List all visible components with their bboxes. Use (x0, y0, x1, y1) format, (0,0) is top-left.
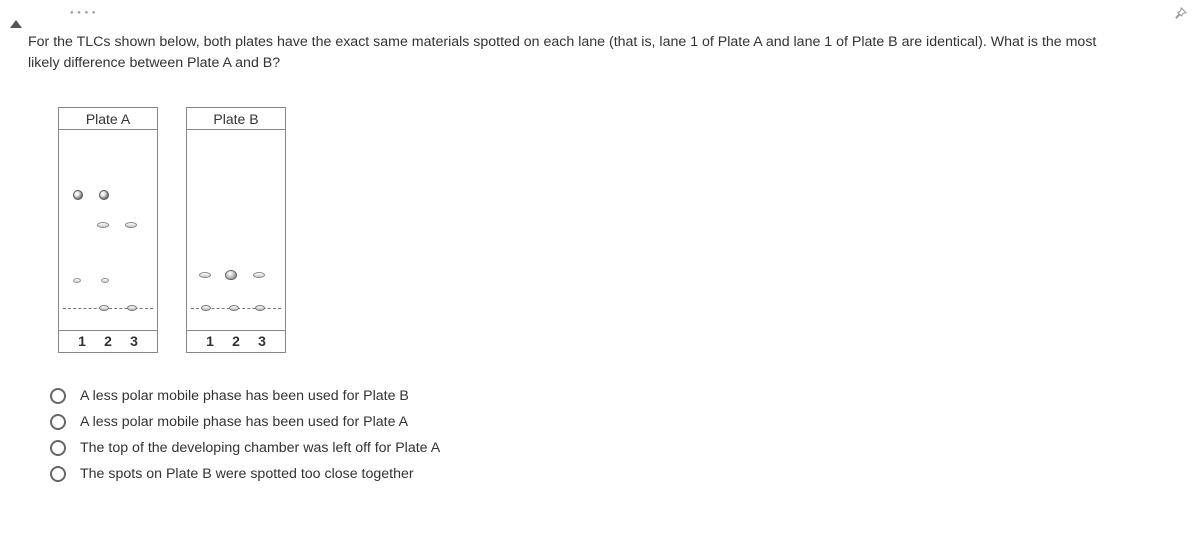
plate-a-title: Plate A (59, 108, 157, 130)
drag-handle-icon[interactable]: ● ● ● ● (70, 10, 97, 16)
option-4[interactable]: The spots on Plate B were spotted too cl… (50, 461, 1172, 487)
plate-a-lane-3: 3 (121, 333, 147, 350)
plate-a-body (59, 130, 157, 330)
question-text: For the TLCs shown below, both plates ha… (28, 32, 1172, 73)
baseline-spot (255, 305, 265, 311)
radio-icon[interactable] (50, 440, 66, 456)
radio-icon[interactable] (50, 388, 66, 404)
plate-b: Plate B 1 2 3 (186, 107, 286, 353)
plate-b-lane-3: 3 (249, 333, 275, 350)
baseline-spot (127, 305, 137, 311)
option-3-label: The top of the developing chamber was le… (80, 440, 440, 456)
tlc-spot (199, 272, 211, 278)
tlc-spot (125, 222, 137, 228)
tlc-spot (73, 278, 81, 283)
answer-options: A less polar mobile phase has been used … (50, 383, 1172, 487)
baseline-spot (229, 305, 239, 311)
option-2-label: A less polar mobile phase has been used … (80, 414, 408, 430)
option-1-label: A less polar mobile phase has been used … (80, 388, 409, 404)
tlc-spot (225, 270, 237, 280)
plate-a-lane-2: 2 (95, 333, 121, 350)
plate-a: Plate A 1 2 3 (58, 107, 158, 353)
plate-b-body (187, 130, 285, 330)
plate-b-title: Plate B (187, 108, 285, 130)
tlc-spot (101, 278, 109, 283)
plates-container: Plate A 1 2 3 Plate B 1 2 3 (58, 107, 1172, 353)
radio-icon[interactable] (50, 414, 66, 430)
baseline (191, 308, 281, 309)
question-top-bar: ● ● ● ● (0, 0, 1200, 26)
option-4-label: The spots on Plate B were spotted too cl… (80, 466, 414, 482)
baseline-spot (201, 305, 211, 311)
baseline (63, 308, 153, 309)
tlc-spot (73, 190, 83, 200)
tlc-spot (97, 222, 109, 228)
pin-icon[interactable] (1172, 6, 1188, 27)
plate-b-lane-labels: 1 2 3 (187, 330, 285, 352)
tlc-spot (99, 190, 109, 200)
option-2[interactable]: A less polar mobile phase has been used … (50, 409, 1172, 435)
baseline-spot (99, 305, 109, 311)
tlc-spot (253, 272, 265, 278)
plate-b-lane-2: 2 (223, 333, 249, 350)
plate-b-lane-1: 1 (197, 333, 223, 350)
option-1[interactable]: A less polar mobile phase has been used … (50, 383, 1172, 409)
plate-a-lane-labels: 1 2 3 (59, 330, 157, 352)
option-3[interactable]: The top of the developing chamber was le… (50, 435, 1172, 461)
plate-a-lane-1: 1 (69, 333, 95, 350)
radio-icon[interactable] (50, 466, 66, 482)
question-body: For the TLCs shown below, both plates ha… (0, 26, 1200, 487)
question-line-2: likely difference between Plate A and B? (28, 55, 280, 71)
collapse-arrow-icon[interactable] (10, 20, 22, 28)
question-line-1: For the TLCs shown below, both plates ha… (28, 34, 1096, 50)
